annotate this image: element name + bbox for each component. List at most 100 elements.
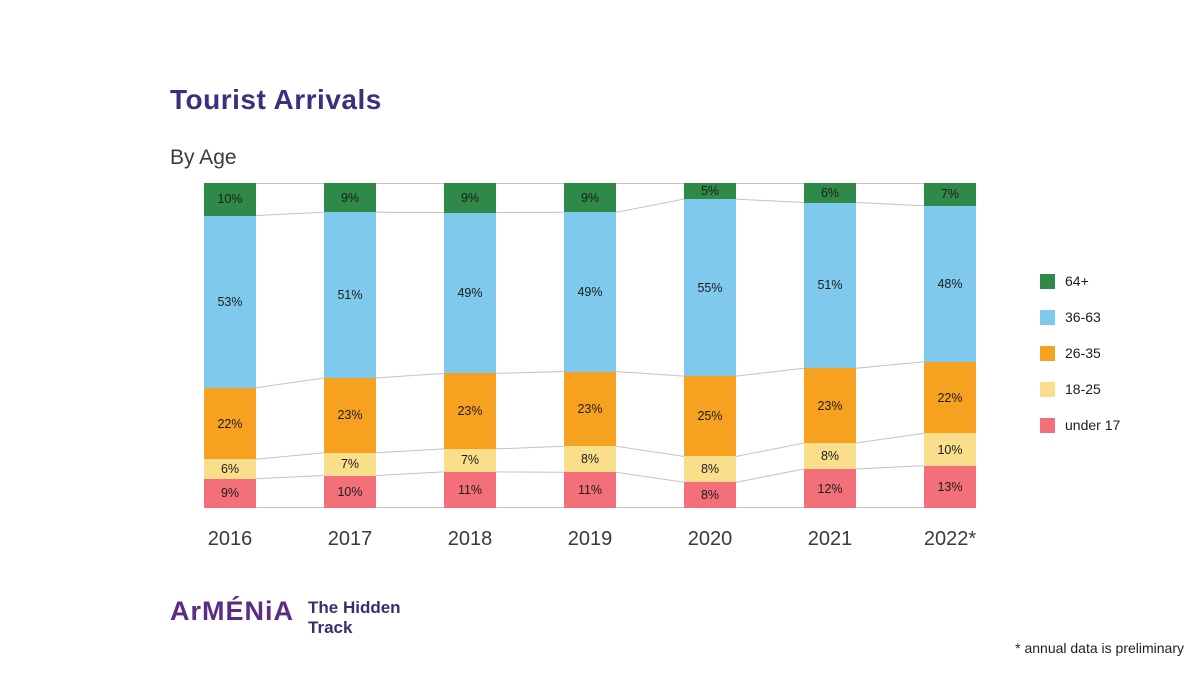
bar-segment-26-35: 23%: [444, 373, 496, 449]
segment-label: 5%: [700, 184, 720, 199]
x-axis-label: 2018: [447, 528, 493, 550]
bar-segment-36-63: 49%: [444, 212, 496, 374]
x-axis-label: 2022*: [923, 528, 977, 550]
brand-tagline: The Hidden Track: [308, 598, 401, 637]
segment-label: 8%: [820, 449, 840, 463]
stacked-bar-2020: 5% 55% 25% 8% 8%: [684, 183, 736, 508]
bar-segment-64: 6%: [804, 183, 856, 203]
segment-label: 53%: [217, 294, 243, 309]
segment-label: 55%: [697, 280, 723, 295]
x-axis-label: 2017: [327, 528, 373, 550]
bar-segment-under-17: 12%: [804, 469, 856, 508]
segment-label: 9%: [220, 486, 240, 501]
segment-label: 7%: [940, 187, 960, 202]
bar-segment-under-17: 10%: [324, 475, 376, 508]
segment-label: 6%: [820, 185, 840, 200]
bar-segment-under-17: 11%: [444, 471, 496, 508]
x-axis-label: 2016: [207, 528, 253, 550]
segment-label: 49%: [457, 285, 483, 300]
bar-segment-64: 5%: [684, 183, 736, 200]
segment-label: 12%: [817, 481, 843, 496]
x-axis-labels: 2016 2017 2018 2019 2020 2021 2022*: [170, 528, 1010, 558]
segment-label: 8%: [580, 452, 600, 467]
bar-segment-26-35: 22%: [204, 387, 256, 460]
bar-segment-26-35: 23%: [804, 368, 856, 443]
stacked-bar-2022: 7% 48% 22% 10% 13%: [924, 183, 976, 508]
chart-area: 10% 53% 22% 6% 9% 9% 51% 23% 7% 10% 9% 49% 23% 7% 11% 9…: [170, 183, 1010, 550]
segment-label: 8%: [700, 462, 720, 477]
brand-logo-text: ArMÉNiA: [170, 596, 295, 626]
segment-label: 6%: [220, 462, 240, 476]
segment-label: 10%: [937, 442, 963, 457]
legend-item-26-35: 26-35: [1040, 345, 1120, 361]
bar-segment-18-25: 6%: [204, 459, 256, 479]
stacked-bar-2018: 9% 49% 23% 7% 11%: [444, 183, 496, 508]
bar-segment-26-35: 25%: [684, 376, 736, 457]
legend-label: 18-25: [1065, 381, 1101, 397]
bar-segment-64: 9%: [324, 183, 376, 213]
bar-segment-36-63: 51%: [324, 212, 376, 378]
x-axis-label: 2021: [807, 528, 853, 550]
bar-segment-64: 9%: [564, 183, 616, 213]
bar-segment-26-35: 23%: [564, 371, 616, 447]
segment-label: 10%: [337, 484, 363, 499]
bar-segment-under-17: 11%: [564, 472, 616, 508]
stacked-bar-2019: 9% 49% 23% 8% 11%: [564, 183, 616, 508]
x-axis-label: 2020: [687, 528, 733, 550]
stacked-bar-2021: 6% 51% 23% 8% 12%: [804, 183, 856, 508]
bar-segment-36-63: 48%: [924, 205, 976, 362]
stacked-bar-2017: 9% 51% 23% 7% 10%: [324, 183, 376, 508]
x-axis-label: 2019: [567, 528, 613, 550]
bar-segment-36-63: 53%: [204, 215, 256, 388]
footnote: * annual data is preliminary: [1015, 640, 1184, 656]
brand-logo: ArMÉNiA The Hidden Track: [170, 598, 401, 637]
legend-item-36-63: 36-63: [1040, 309, 1120, 325]
bar-segment-64: 7%: [924, 183, 976, 206]
legend-label: 26-35: [1065, 345, 1101, 361]
legend-item-under-17: under 17: [1040, 417, 1120, 433]
segment-label: 25%: [697, 409, 723, 424]
legend-swatch-icon: [1040, 273, 1055, 289]
bar-segment-under-17: 13%: [924, 465, 976, 508]
bar-segment-18-25: 8%: [804, 443, 856, 469]
segment-label: 51%: [337, 288, 363, 303]
segment-label: 7%: [460, 453, 480, 468]
bar-segment-18-25: 10%: [924, 433, 976, 466]
bar-segment-18-25: 8%: [684, 456, 736, 483]
bar-segment-36-63: 51%: [804, 202, 856, 369]
segment-label: 10%: [217, 192, 243, 207]
chart-subtitle: By Age: [170, 146, 237, 169]
segment-label: 8%: [700, 488, 720, 503]
segment-label: 7%: [340, 457, 360, 472]
legend-swatch-icon: [1040, 345, 1055, 361]
legend-swatch-icon: [1040, 381, 1055, 397]
legend-item-18-25: 18-25: [1040, 381, 1120, 397]
segment-label: 9%: [460, 190, 480, 205]
brand-tagline-line1: The Hidden: [308, 598, 401, 617]
segment-label: 11%: [577, 483, 603, 498]
segment-label: 23%: [577, 401, 603, 416]
legend-item-64: 64+: [1040, 273, 1120, 289]
brand-tagline-line2: Track: [308, 617, 353, 637]
segment-label: 23%: [457, 404, 483, 419]
segment-label: 49%: [577, 284, 603, 299]
bar-segment-18-25: 8%: [564, 446, 616, 473]
segment-label: 23%: [817, 398, 843, 413]
segment-label: 48%: [937, 276, 963, 291]
legend-label: 36-63: [1065, 309, 1101, 325]
segment-label: 9%: [580, 190, 600, 205]
segment-label: 22%: [937, 390, 963, 405]
bar-segment-26-35: 23%: [324, 378, 376, 453]
segment-label: 13%: [937, 479, 963, 494]
bar-segment-18-25: 7%: [324, 452, 376, 476]
segment-label: 51%: [817, 278, 843, 293]
segment-label: 22%: [217, 416, 243, 431]
bar-segment-36-63: 49%: [564, 212, 616, 372]
bar-segment-64: 10%: [204, 183, 256, 216]
legend-label: 64+: [1065, 273, 1089, 289]
segment-label: 9%: [340, 190, 360, 205]
bar-segment-under-17: 9%: [204, 478, 256, 508]
bar-segment-36-63: 55%: [684, 199, 736, 377]
segment-label: 11%: [457, 482, 483, 497]
bar-segment-64: 9%: [444, 183, 496, 213]
